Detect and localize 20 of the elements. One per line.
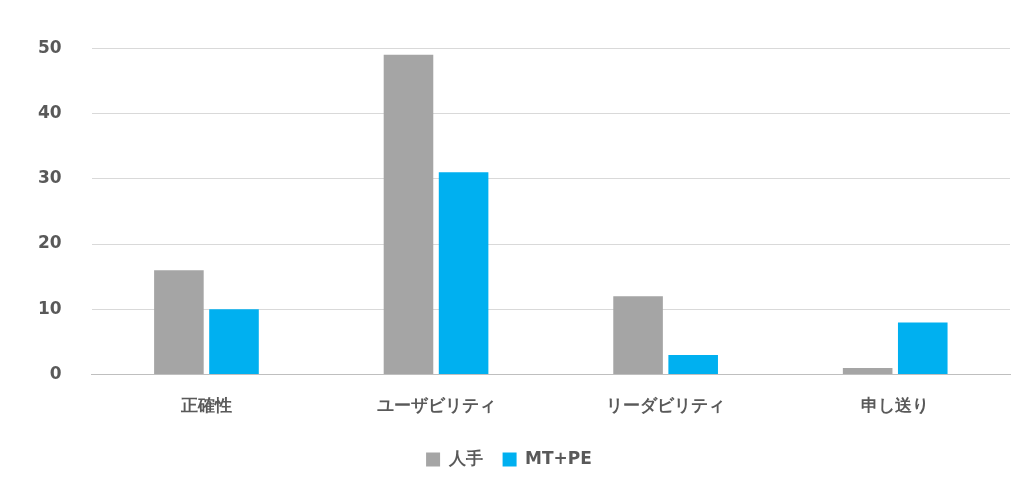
x-tick-label: ユーザビリティ xyxy=(376,395,496,416)
y-tick-label: 30 xyxy=(37,167,62,188)
legend-label: 人手 xyxy=(447,447,483,468)
x-tick-label: 正確性 xyxy=(179,395,232,416)
bar xyxy=(668,355,718,375)
bar xyxy=(383,54,434,375)
y-tick-label: 40 xyxy=(37,101,62,122)
bar xyxy=(842,368,893,375)
y-tick-label: 10 xyxy=(37,297,62,318)
bar xyxy=(897,322,948,375)
y-tick-label: 50 xyxy=(37,36,62,57)
legend-label: MT+PE xyxy=(525,447,592,468)
bar xyxy=(154,270,204,375)
bar xyxy=(209,309,259,375)
bar xyxy=(613,296,663,375)
y-tick-label: 20 xyxy=(37,232,62,253)
bar xyxy=(438,172,489,375)
y-tick-label: 0 xyxy=(49,363,62,384)
x-tick-label: 申し送り xyxy=(861,395,930,416)
x-tick-label: リーダビリティ xyxy=(606,395,726,416)
